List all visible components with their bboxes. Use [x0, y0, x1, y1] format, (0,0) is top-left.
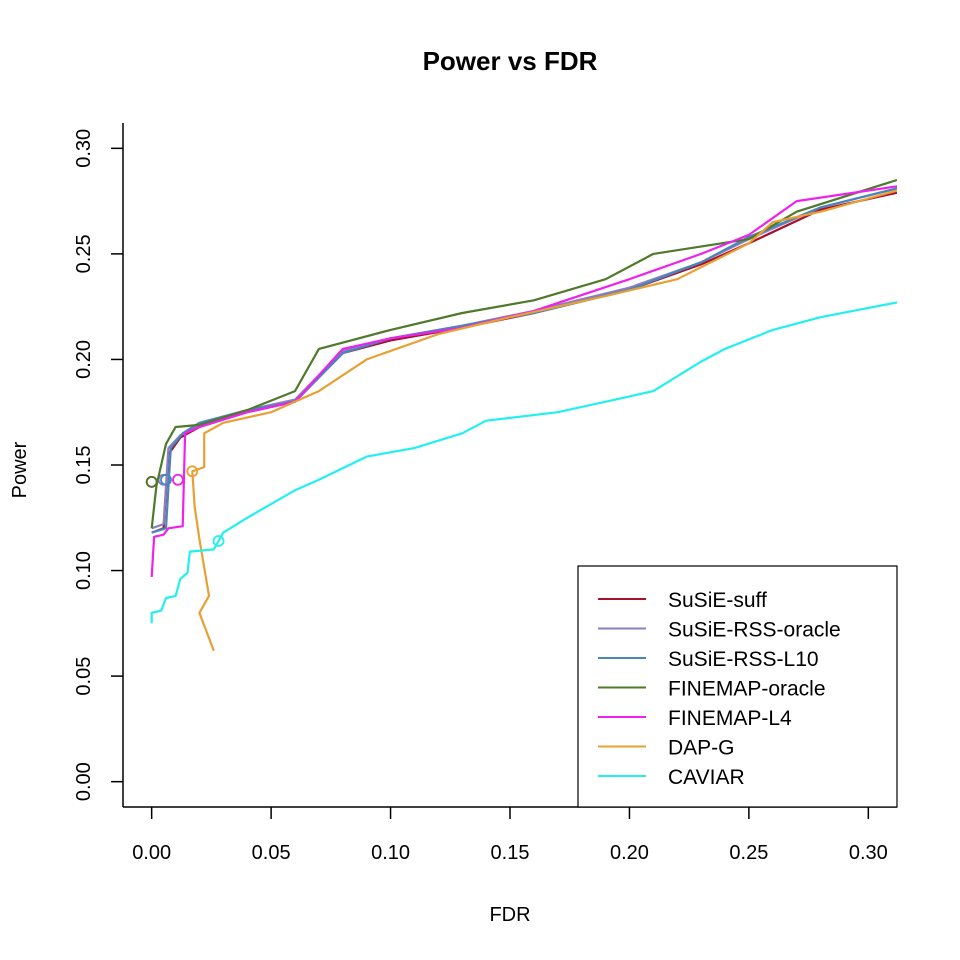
- series-marker-dap-g: [186, 465, 199, 478]
- y-axis: 0.00 0.05 0.10 0.15 0.20 0.25 0.30: [73, 123, 124, 807]
- series-line-caviar: [150, 301, 897, 624]
- x-tick-label: 0.20: [610, 842, 649, 864]
- legend-label-susie-suff: SuSiE-suff: [668, 589, 767, 612]
- x-tick-label: 0.05: [252, 842, 291, 864]
- series-marker-susie-rss-l10: [160, 473, 172, 486]
- series-marker-finemap-l4: [172, 473, 184, 486]
- x-tick-label: 0.10: [371, 842, 410, 864]
- series-line-dap-g: [191, 189, 897, 652]
- legend-label-dap-g: DAP-G: [668, 737, 735, 760]
- chart-title: Power vs FDR: [423, 46, 598, 76]
- series-line-susie-rss-l10: [151, 187, 897, 534]
- series-line-susie-rss-oracle: [151, 187, 897, 530]
- series-line-finemap-oracle: [150, 178, 897, 529]
- series-marker-finemap-oracle: [145, 475, 158, 488]
- x-axis: 0.00 0.05 0.10 0.15 0.20 0.25 0.30: [123, 806, 897, 864]
- plot-area: [145, 178, 897, 652]
- y-axis-label: Power: [9, 441, 31, 498]
- x-tick-label: 0.00: [132, 842, 171, 864]
- y-tick-label: 0.30: [73, 129, 95, 168]
- legend-label-susie-rss-oracle: SuSiE-RSS-oracle: [668, 619, 841, 642]
- legend-label-caviar: CAVIAR: [668, 766, 745, 789]
- y-tick-label: 0.00: [73, 762, 95, 801]
- legend: SuSiE-suff SuSiE-RSS-oracle SuSiE-RSS-L10 F…: [577, 565, 898, 808]
- legend-label-susie-rss-l10: SuSiE-RSS-L10: [668, 648, 819, 671]
- legend-label-finemap-l4: FINEMAP-L4: [668, 707, 792, 730]
- series-line-susie-suff: [151, 191, 897, 534]
- x-tick-label: 0.25: [729, 842, 768, 864]
- x-tick-label: 0.30: [849, 842, 888, 864]
- y-tick-label: 0.20: [73, 340, 95, 379]
- series-marker-caviar: [212, 535, 225, 547]
- legend-label-finemap-oracle: FINEMAP-oracle: [668, 678, 826, 701]
- x-axis-label: FDR: [489, 904, 530, 926]
- x-tick-label: 0.15: [491, 842, 530, 864]
- y-tick-label: 0.25: [73, 234, 95, 273]
- y-tick-label: 0.10: [73, 551, 95, 590]
- y-tick-label: 0.05: [73, 657, 95, 696]
- series-line-finemap-l4: [150, 185, 897, 577]
- y-tick-label: 0.15: [73, 446, 95, 485]
